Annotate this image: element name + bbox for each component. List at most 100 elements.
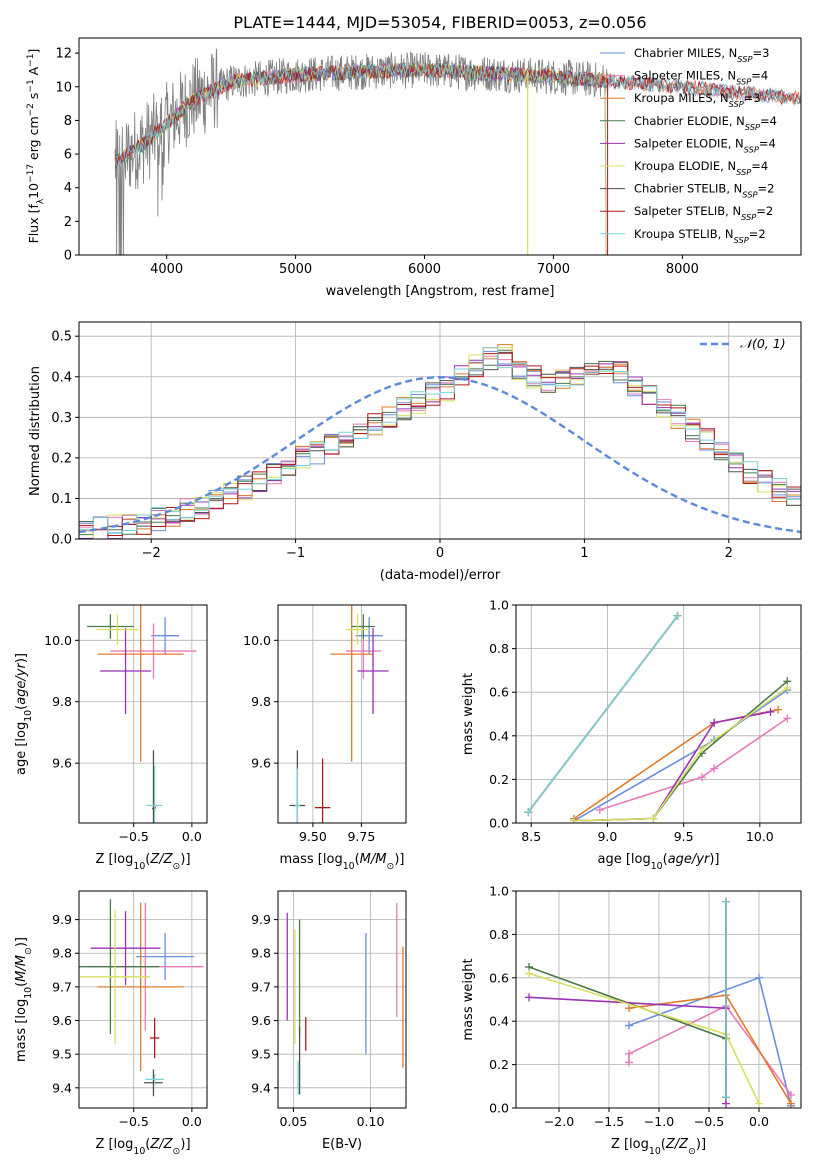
x-tick-label: 4000: [150, 262, 183, 277]
label-part: −1: [26, 54, 36, 67]
label-part: SSP: [741, 212, 756, 222]
label-part: =4: [759, 136, 776, 150]
label-part: E(B-V): [322, 1137, 362, 1152]
label-part: SSP: [736, 167, 751, 177]
weight-marker-salpeter_miles: [625, 1049, 633, 1058]
x-tick-label: −0.5: [694, 1114, 724, 1129]
mass-vs-ebv-panel: 0.05 0.10 9.4 9.5 9.6 9.7 9.8 9.9 E(B-V): [251, 890, 407, 1152]
label-part: )]: [14, 937, 29, 947]
y-tick-label: 0.6: [489, 970, 509, 985]
y-tick-label: 9.7: [52, 979, 72, 994]
y-tick-label: 9.4: [52, 1080, 72, 1095]
weight-marker-salpeter_elodie: [525, 993, 533, 1002]
weight-vs-age-panel: 8.5 9.0 9.5 10.0 0.0 0.2 0.4 0.6 0.8 1.0 age [log1…: [461, 598, 802, 872]
label-part: Kroupa ELODIE, N: [634, 159, 736, 173]
weight-marker-kroupa_miles: [774, 705, 783, 714]
y-tick-label: 10: [55, 80, 72, 95]
label-part: ⊙: [688, 1146, 696, 1157]
label-part: erg cm: [26, 116, 41, 164]
legend-label-chabrier_miles: Chabrier MILES, NSSP=3: [634, 46, 769, 64]
y-tick-label: 0.2: [489, 1057, 509, 1072]
label-part: (: [145, 852, 150, 867]
x-tick-label: −1: [286, 546, 305, 561]
y-tick-label: 1.0: [489, 884, 509, 899]
weight-line-chabrier_elodie: [528, 966, 727, 1098]
legend-label-chabrier_elodie: Chabrier ELODIE, NSSP=4: [634, 114, 777, 132]
label-part: 10: [26, 183, 41, 199]
x-tick-label: 0.0: [749, 1114, 769, 1129]
label-part: SSP: [737, 54, 752, 64]
y-tick-label: 0.5: [51, 330, 72, 345]
spectrum-model-salpeter_elodie: [114, 62, 607, 255]
x-tick-label: 0: [436, 546, 444, 561]
label-part: =3: [744, 91, 761, 105]
label-part: 𝒩(0, 1): [740, 336, 786, 351]
label-part: A: [26, 66, 41, 79]
weight-marker-kroupa_miles: [787, 1099, 795, 1108]
label-part: SSP: [745, 122, 760, 132]
label-part: mass [log: [280, 852, 343, 867]
label-part: )]: [180, 1137, 190, 1152]
weight-marker-kroupa_elodie: [525, 969, 533, 978]
y-tick-label: 9.7: [251, 979, 271, 994]
axes-frame: [78, 604, 208, 824]
weight-line-salpeter_miles: [599, 717, 788, 811]
y-tick-label: 12: [55, 47, 72, 62]
plot-area: [79, 899, 204, 1097]
normal-curve: [79, 375, 801, 534]
spectrum-model-chabrier_elodie: [114, 61, 607, 255]
figure-title: PLATE=1444, MJD=53054, FIBERID=0053, z=0…: [233, 13, 646, 32]
histogram-step-kroupa_stelib: [79, 347, 801, 534]
label-part: SSP: [742, 190, 757, 200]
legend-label-salpeter_stelib: Salpeter STELIB, NSSP=2: [634, 204, 773, 222]
x-tick-label: 8000: [666, 262, 699, 277]
weight-line-kroupa_stelib: [527, 615, 679, 813]
weight-line-kroupa_miles: [573, 708, 779, 820]
x-tick-label: 0.05: [279, 1114, 307, 1129]
y-tick-label: 0.8: [489, 641, 509, 656]
label-part: age [log: [14, 722, 29, 775]
x-tick-label: 9.75: [347, 829, 375, 844]
label-part: )]: [709, 852, 719, 867]
label-part: Z [log: [95, 852, 133, 867]
mass-vs-z-panel: −0.5 0.09.49.59.69.79.89.9Z [log10(Z/Z⊙)]…: [14, 890, 208, 1157]
label-part: SSP: [734, 235, 749, 245]
label-part: Salpeter ELODIE, N: [634, 136, 744, 150]
plot-area: [525, 897, 795, 1108]
x-axis-label: Z [log10(Z/Z⊙)]: [611, 1137, 706, 1157]
x-axis-label: age [log10(age/yr)]: [597, 852, 719, 872]
age-vs-z-panel: −0.5 0.09.69.810.0Z [log10(Z/Z⊙)]age [log…: [14, 604, 208, 872]
x-tick-label: −2: [142, 546, 161, 561]
x-axis-label: Z [log10(Z/Z⊙)]: [95, 852, 190, 872]
label-part: 10: [133, 1146, 145, 1157]
x-tick-label: 2: [725, 546, 733, 561]
label-part: Salpeter STELIB, N: [634, 204, 741, 218]
x-tick-label: 0.0: [182, 829, 202, 844]
label-part: Chabrier MILES, N: [634, 46, 737, 60]
label-part: Z/Z: [149, 852, 173, 867]
y-tick-label: 8: [64, 114, 72, 129]
y-tick-label: 0.4: [51, 370, 72, 385]
label-part: =3: [752, 46, 769, 60]
weight-marker-chabrier_miles: [625, 1021, 633, 1030]
label-part: Chabrier STELIB, N: [634, 182, 742, 196]
y-axis-label: mass weight: [461, 958, 476, 1040]
y-tick-label: 9.6: [52, 756, 72, 771]
label-part: )]: [180, 852, 190, 867]
label-part: =2: [756, 204, 773, 218]
weight-line-salpeter_miles: [628, 1004, 792, 1096]
x-tick-label: 9.0: [597, 829, 617, 844]
weight-marker-kroupa_stelib: [524, 808, 533, 817]
plot-area: [524, 611, 792, 823]
age-vs-mass-panel: 9.50 9.75 9.6 9.8 10.0 mass [log10(M/M⊙)]: [243, 604, 407, 872]
weight-marker-kroupa_elodie: [697, 744, 706, 753]
label-part: Z/Z: [665, 1137, 689, 1152]
x-tick-label: 7000: [537, 262, 570, 277]
weight-marker-salpeter_miles: [595, 805, 604, 814]
y-axis-label: mass [log10(M/M⊙)]: [14, 937, 34, 1062]
weight-marker-salpeter_miles: [625, 1058, 633, 1067]
y-tick-label: 0.4: [489, 1014, 509, 1029]
axes-frame: [277, 890, 407, 1109]
weight-marker-salpeter_miles: [787, 1090, 795, 1099]
